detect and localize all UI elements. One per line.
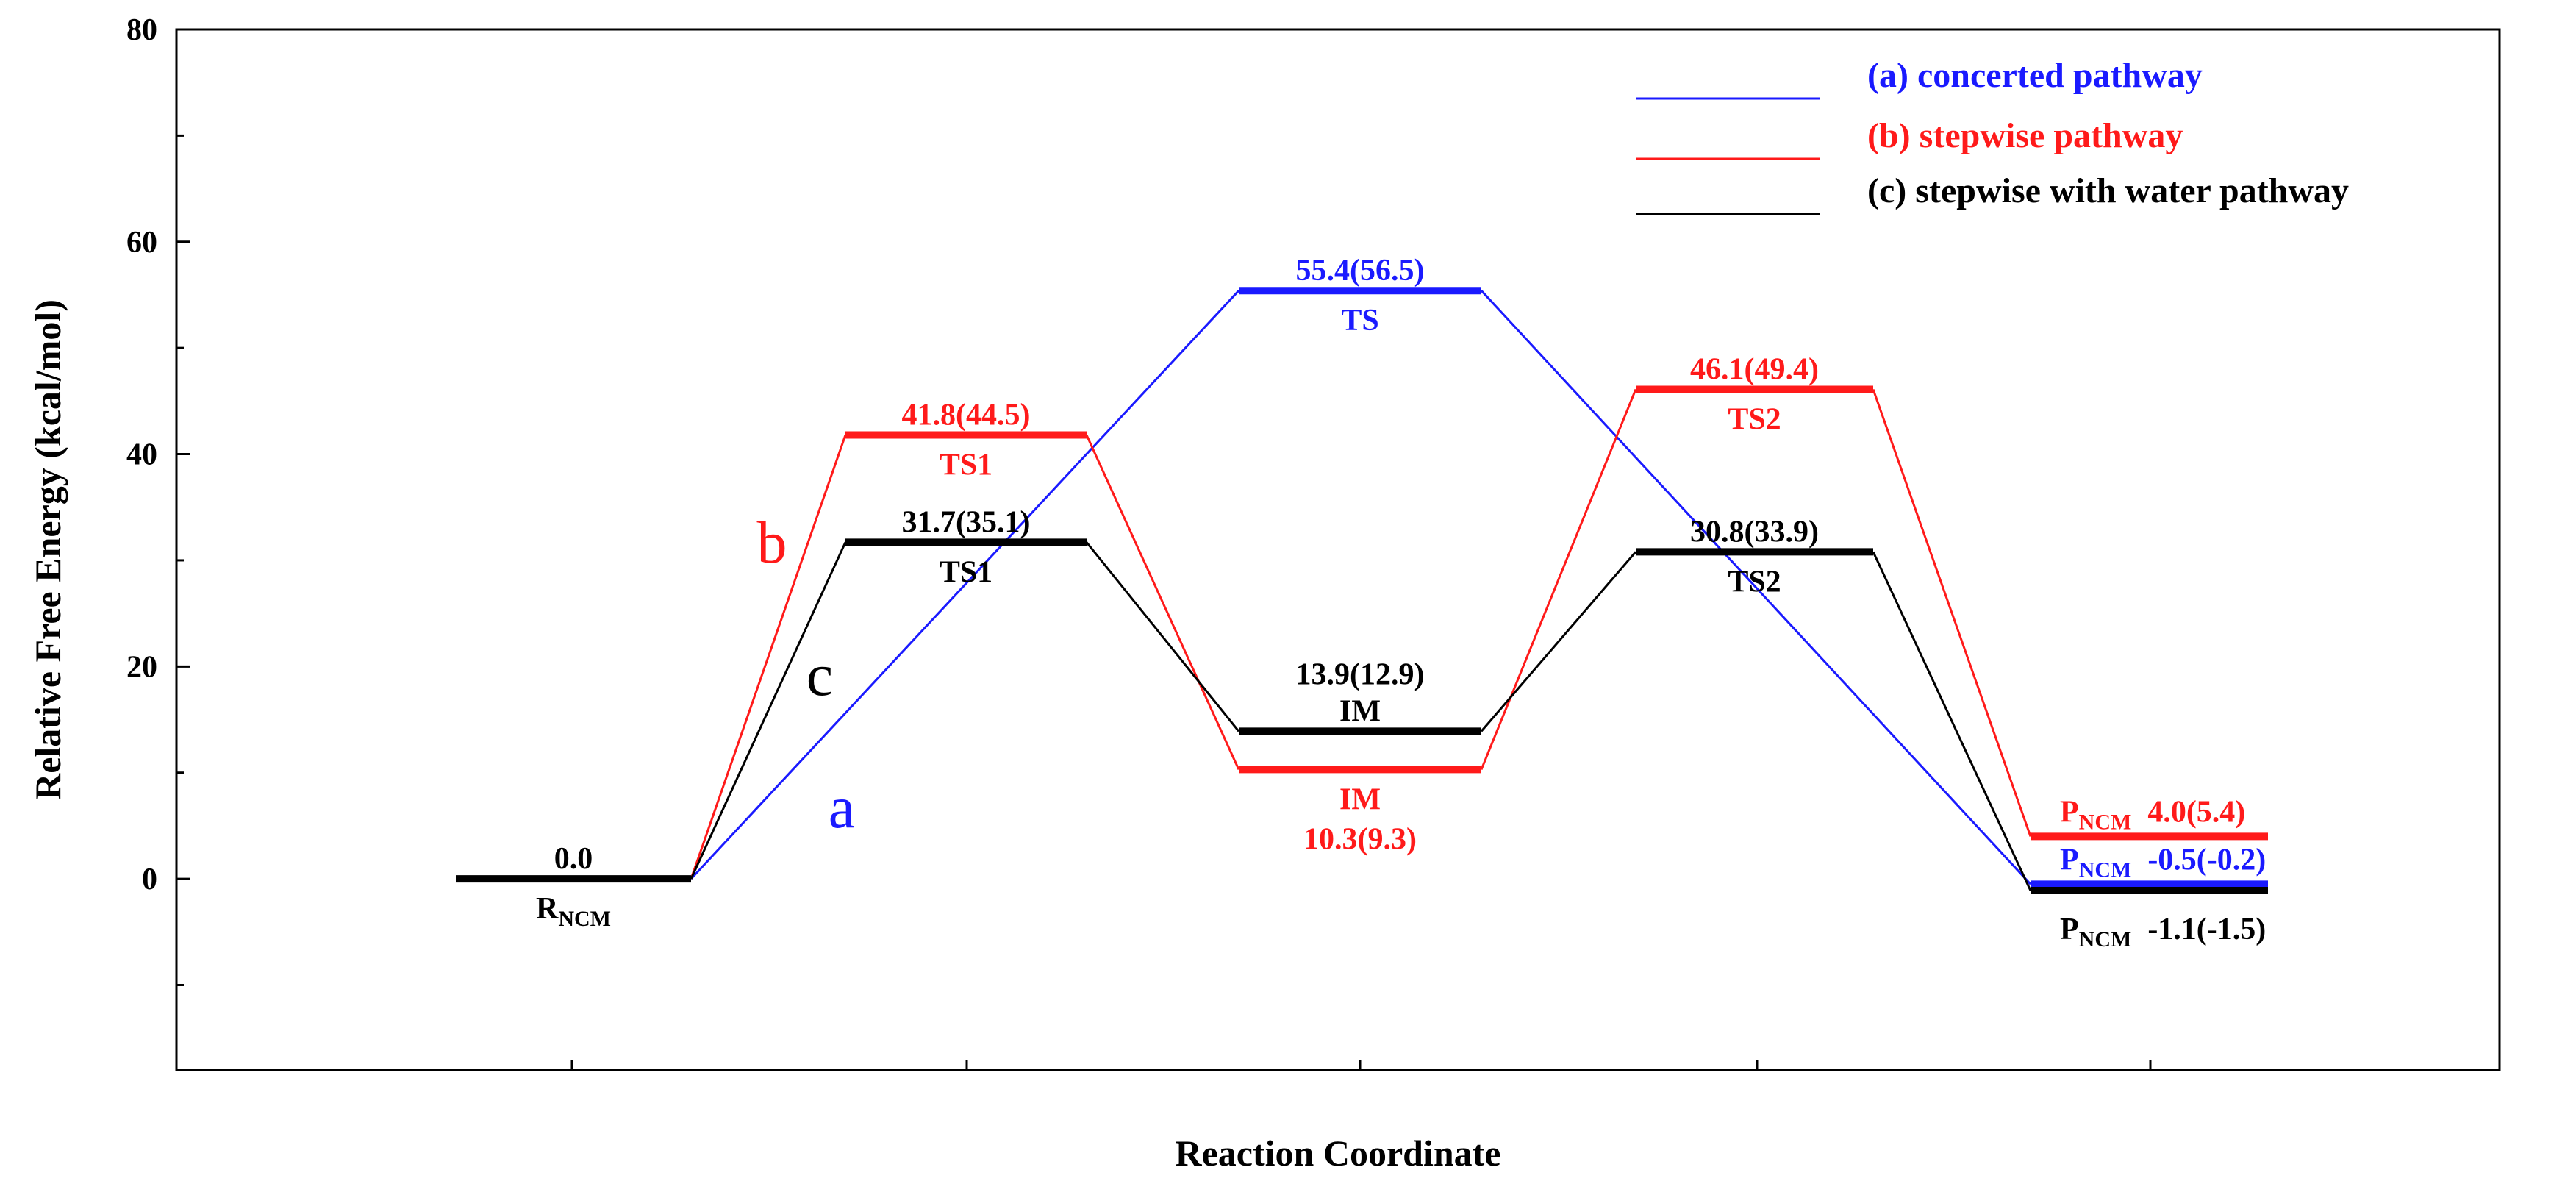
y-axis-title: Relative Free Energy (kcal/mol)	[27, 299, 68, 800]
path-letter-c: c	[806, 641, 833, 708]
connector-c	[1480, 551, 1637, 732]
y-tick-label: 60	[126, 226, 157, 260]
connector-c	[1085, 541, 1240, 732]
level-label-c: RNCM	[536, 892, 611, 931]
legend-label-b: (b) stepwise pathway	[1867, 116, 2183, 155]
level-label-b: 41.8(44.5)	[902, 399, 1031, 432]
connector-c	[1872, 551, 2032, 891]
y-tick-label: 80	[126, 13, 157, 47]
level-label-b: TS1	[940, 449, 992, 482]
level-label-c: PNCM -1.1(-1.5)	[2060, 913, 2266, 952]
connector-b	[1480, 388, 1637, 770]
level-label-c: IM	[1339, 694, 1381, 728]
level-label-a: PNCM -0.5(-0.2)	[2060, 843, 2266, 882]
level-label-a: TS	[1341, 304, 1378, 338]
axes: 0 20 40 60 80 Reaction Coordinate Relative Fre…	[27, 13, 2152, 1174]
level-label-c: 30.8(33.9)	[1690, 515, 1819, 549]
path-letter-b: b	[757, 509, 787, 576]
y-tick-label: 40	[126, 438, 157, 472]
connector-c	[690, 541, 847, 880]
level-label-c: TS2	[1728, 565, 1781, 599]
level-label-c: 0.0	[554, 842, 593, 876]
connector-b	[1872, 388, 2032, 837]
level-label-b: IM	[1339, 782, 1381, 816]
plot-border	[175, 28, 2501, 1071]
connector-a	[1480, 290, 2032, 885]
y-tick-label: 0	[142, 863, 157, 896]
connector-a	[690, 290, 1240, 880]
legend-label-c: (c) stepwise with water pathway	[1867, 171, 2349, 210]
level-label-a: 55.4(56.5)	[1296, 254, 1425, 288]
level-label-b: TS2	[1728, 402, 1781, 436]
path-letter-a: a	[829, 774, 855, 841]
level-label-c: TS1	[940, 555, 992, 589]
legend: (a) concerted pathway (b) stepwise pathwa…	[1636, 56, 2349, 215]
pathway-lines	[690, 290, 2032, 891]
y-tick-label: 20	[126, 650, 157, 684]
level-label-b: 10.3(9.3)	[1303, 822, 1417, 856]
level-label-b: PNCM 4.0(5.4)	[2060, 795, 2245, 834]
energy-levels	[456, 287, 2268, 894]
x-axis-title: Reaction Coordinate	[1176, 1132, 1501, 1174]
level-label-c: 13.9(12.9)	[1296, 657, 1425, 691]
level-label-c: 31.7(35.1)	[902, 505, 1031, 539]
pathway-letters: bca	[757, 509, 856, 841]
level-labels: 0.0 RNCM 41.8(44.5) TS1 31.7(35.1) TS1 55.4(56…	[536, 254, 2266, 952]
plot-frame	[175, 28, 2501, 1071]
connector-b	[690, 435, 847, 880]
level-label-b: 46.1(49.4)	[1690, 352, 1819, 386]
legend-label-a: (a) concerted pathway	[1867, 56, 2203, 95]
connector-b	[1085, 434, 1240, 771]
